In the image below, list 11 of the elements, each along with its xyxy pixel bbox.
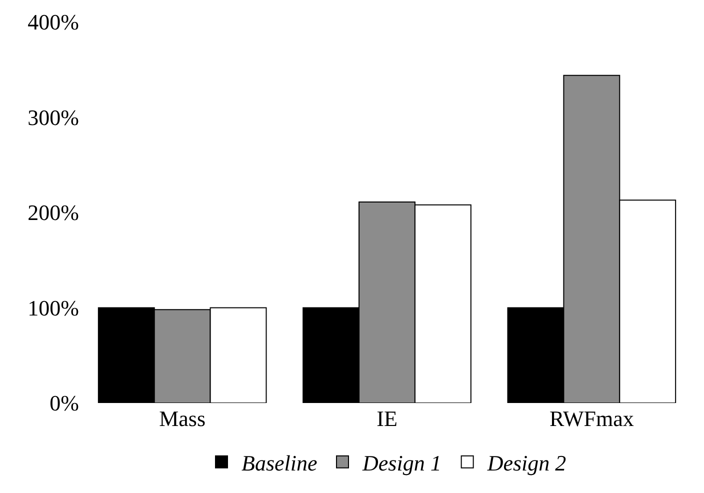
x-tick-label: Mass xyxy=(159,406,206,431)
legend-label: Design 2 xyxy=(486,450,566,476)
x-tick-label: RWFmax xyxy=(550,406,634,431)
x-tick-label: IE xyxy=(376,406,398,431)
y-tick-label: 200% xyxy=(28,200,79,226)
legend-label: Design 1 xyxy=(361,450,442,476)
legend-label: Baseline xyxy=(242,450,318,476)
y-tick-label: 100% xyxy=(28,295,79,320)
y-tick-label: 300% xyxy=(28,104,79,130)
y-tick-label: 400% xyxy=(28,10,79,35)
y-tick-label: 0% xyxy=(50,390,79,416)
